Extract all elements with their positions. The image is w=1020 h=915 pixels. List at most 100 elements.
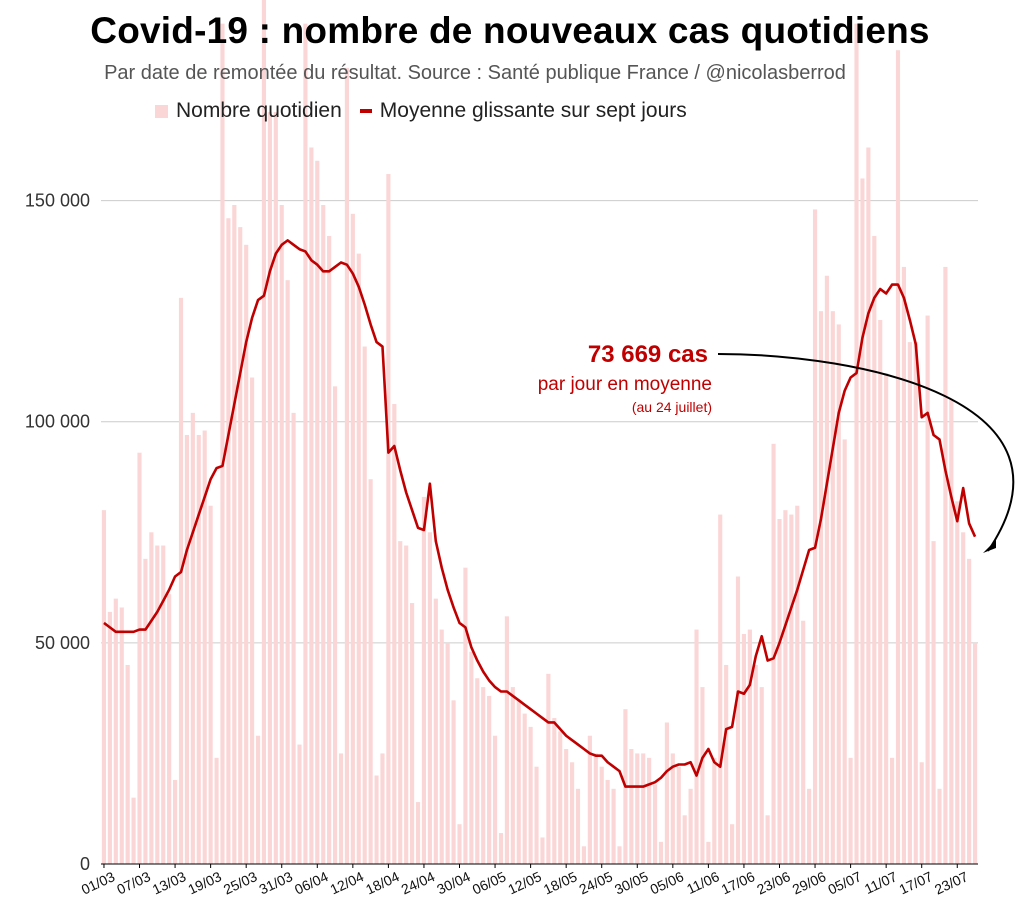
bar xyxy=(641,753,646,864)
bar xyxy=(101,510,107,864)
bar xyxy=(955,501,960,864)
bar xyxy=(510,687,515,864)
bar xyxy=(558,731,563,864)
x-tick-label: 17/07 xyxy=(896,868,935,897)
bar xyxy=(155,545,160,864)
bar xyxy=(937,788,942,864)
x-tick-label: 05/06 xyxy=(648,868,687,897)
bar xyxy=(137,452,142,864)
bar xyxy=(676,766,681,864)
x-tick-label: 12/04 xyxy=(328,868,367,897)
bar xyxy=(244,244,249,865)
bar xyxy=(119,607,124,864)
bar xyxy=(190,412,195,864)
bar xyxy=(872,235,877,864)
bar xyxy=(433,598,438,864)
bar xyxy=(131,797,136,864)
bar xyxy=(587,735,592,864)
x-tick-label: 23/07 xyxy=(932,868,971,897)
bar xyxy=(830,311,835,864)
bar xyxy=(611,788,616,864)
moving-average-line xyxy=(103,239,977,788)
bar xyxy=(427,532,432,864)
bar xyxy=(309,147,314,864)
bar xyxy=(487,695,492,864)
y-tick-label: 150 000 xyxy=(25,191,90,211)
annotation-arrow xyxy=(717,353,1015,552)
bar xyxy=(866,147,871,864)
x-tick-label: 11/07 xyxy=(862,868,900,897)
bar xyxy=(836,324,841,864)
bar xyxy=(178,297,184,864)
annotation-value: 73 669 cas xyxy=(588,341,708,368)
bar xyxy=(184,434,189,864)
bar xyxy=(107,611,112,864)
bar xyxy=(682,815,687,864)
bar xyxy=(392,404,397,864)
annotation-arrowhead xyxy=(983,540,996,553)
bar xyxy=(789,514,794,864)
bar xyxy=(457,824,462,864)
bar xyxy=(149,532,154,864)
x-tick-label: 12/05 xyxy=(505,868,544,897)
annotation-line3: (au 24 juillet) xyxy=(632,399,712,415)
bar xyxy=(238,227,243,865)
bar xyxy=(481,687,486,864)
bar xyxy=(700,687,705,864)
bar xyxy=(753,664,758,864)
bar xyxy=(652,784,658,864)
bar xyxy=(913,342,918,865)
bar xyxy=(605,779,610,864)
bar xyxy=(901,266,907,864)
bar xyxy=(469,651,474,864)
bar xyxy=(617,846,622,864)
bar xyxy=(208,505,213,864)
x-tick-labels: 01/0307/0313/0319/0325/0331/0306/0412/04… xyxy=(79,868,971,897)
bar xyxy=(279,204,284,865)
bar xyxy=(895,50,901,864)
x-tick-label: 06/05 xyxy=(470,868,509,897)
bar xyxy=(848,757,853,864)
bar xyxy=(463,567,468,864)
chart-subtitle: Par date de remontée du résultat. Source… xyxy=(104,62,846,84)
bar xyxy=(196,434,201,864)
bar xyxy=(854,23,859,865)
bar xyxy=(818,311,824,864)
bar xyxy=(250,377,255,864)
x-tick-label: 06/04 xyxy=(292,868,331,897)
x-tick-label: 11/06 xyxy=(684,868,722,897)
bar xyxy=(860,178,865,864)
bar xyxy=(759,687,764,864)
bar xyxy=(581,846,587,864)
bar xyxy=(504,616,509,864)
bar xyxy=(386,174,391,864)
bar xyxy=(890,757,895,864)
bar xyxy=(410,603,415,864)
bar xyxy=(273,112,278,865)
bar xyxy=(173,779,178,864)
bar xyxy=(492,735,498,864)
bar xyxy=(972,642,978,864)
x-tick-label: 24/05 xyxy=(576,868,615,897)
x-tick-label: 17/06 xyxy=(719,868,758,897)
bar xyxy=(575,788,581,864)
bar xyxy=(161,545,166,864)
bar xyxy=(842,439,847,864)
bar xyxy=(812,209,818,865)
x-tick-label: 05/07 xyxy=(825,868,864,897)
bar xyxy=(658,841,664,864)
legend-line-swatch xyxy=(359,109,372,113)
bar xyxy=(404,545,409,864)
bar xyxy=(961,532,966,864)
bar xyxy=(878,319,883,864)
bar xyxy=(635,753,640,864)
bar xyxy=(214,757,219,864)
bar xyxy=(350,213,355,865)
x-tick-label: 30/04 xyxy=(434,868,473,897)
x-tick-label: 24/04 xyxy=(399,868,438,897)
bar xyxy=(232,204,237,865)
bar xyxy=(570,762,575,864)
bar xyxy=(439,629,444,864)
bar xyxy=(415,802,421,864)
